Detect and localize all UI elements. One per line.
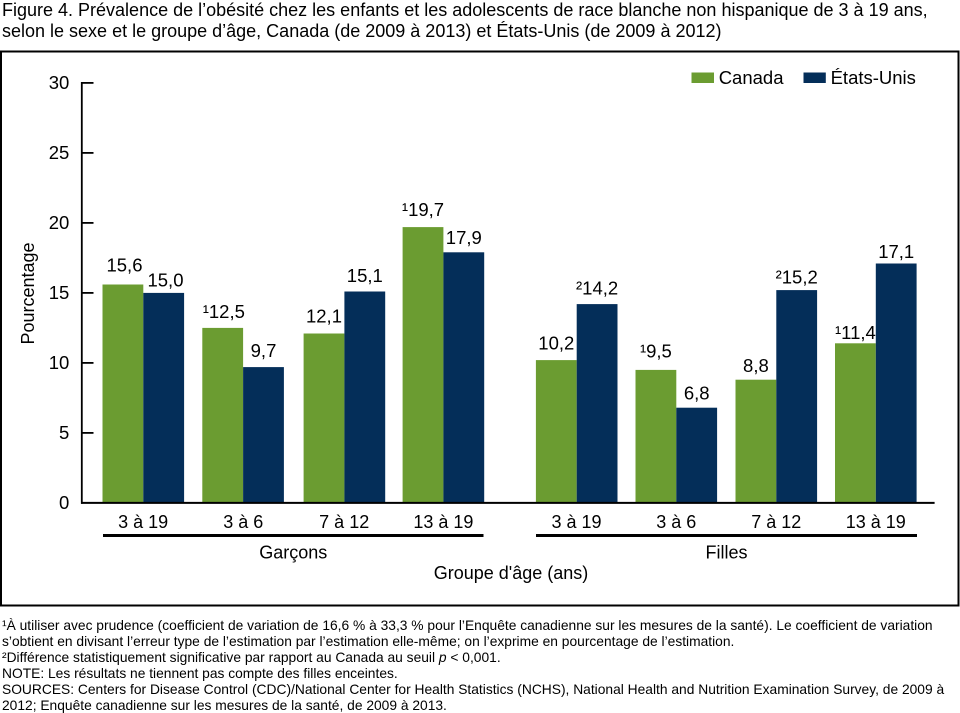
svg-text:Filles: Filles (705, 543, 747, 563)
svg-text:¹11,4: ¹11,4 (835, 322, 876, 343)
svg-text:3 à 6: 3 à 6 (223, 512, 263, 532)
svg-text:15: 15 (49, 282, 70, 303)
svg-text:13 à 19: 13 à 19 (846, 512, 906, 532)
svg-text:²14,2: ²14,2 (576, 277, 618, 298)
svg-text:Figure 4. Prévalence de l’obés: Figure 4. Prévalence de l’obésité chez l… (2, 0, 928, 20)
svg-text:10: 10 (49, 352, 70, 373)
svg-text:3 à 19: 3 à 19 (118, 512, 168, 532)
svg-text:3 à 6: 3 à 6 (656, 512, 696, 532)
svg-text:Pourcentage: Pourcentage (18, 242, 38, 344)
svg-text:8,8: 8,8 (743, 355, 769, 376)
svg-text:0: 0 (59, 492, 69, 513)
svg-text:15,6: 15,6 (106, 254, 142, 275)
svg-text:¹12,5: ¹12,5 (203, 301, 245, 322)
svg-text:3 à 19: 3 à 19 (551, 512, 601, 532)
svg-text:7 à 12: 7 à 12 (319, 512, 369, 532)
svg-text:¹9,5: ¹9,5 (640, 341, 672, 362)
svg-text:NOTE: Les résultats ne tiennen: NOTE: Les résultats ne tiennent pas comp… (2, 666, 398, 681)
svg-text:15,1: 15,1 (347, 265, 383, 286)
svg-text:17,9: 17,9 (446, 227, 482, 248)
svg-text:30: 30 (49, 72, 70, 93)
svg-text:12,1: 12,1 (306, 305, 342, 326)
svg-text:10,2: 10,2 (538, 332, 574, 353)
svg-text:²15,2: ²15,2 (776, 267, 818, 288)
svg-text:Canada: Canada (719, 67, 785, 88)
svg-text:s’obtient en divisant l’erreur: s’obtient en divisant l’erreur type de l… (2, 634, 734, 649)
svg-text:Groupe d'âge (ans): Groupe d'âge (ans) (434, 563, 589, 583)
svg-text:9,7: 9,7 (251, 340, 277, 361)
svg-text:20: 20 (49, 212, 70, 233)
svg-text:¹À utiliser avec prudence (coe: ¹À utiliser avec prudence (coefficient d… (2, 617, 933, 633)
svg-text:25: 25 (49, 142, 70, 163)
svg-text:SOURCES: Centers for Disease C: SOURCES: Centers for Disease Control (CD… (2, 682, 944, 697)
svg-text:²Différence statistiquement si: ²Différence statistiquement significativ… (2, 650, 501, 665)
svg-text:7 à 12: 7 à 12 (751, 512, 801, 532)
svg-text:selon le sexe et le groupe d’â: selon le sexe et le groupe d’âge, Canada… (2, 21, 722, 41)
svg-text:2012; Enquête canadienne sur l: 2012; Enquête canadienne sur les mesures… (2, 698, 447, 713)
svg-text:15,0: 15,0 (147, 269, 183, 290)
svg-text:13 à 19: 13 à 19 (413, 512, 473, 532)
svg-text:Garçons: Garçons (259, 543, 327, 563)
svg-text:¹19,7: ¹19,7 (402, 199, 444, 220)
svg-text:17,1: 17,1 (878, 241, 914, 262)
svg-text:6,8: 6,8 (684, 382, 710, 403)
svg-text:5: 5 (59, 422, 69, 443)
svg-text:États-Unis: États-Unis (831, 67, 916, 88)
